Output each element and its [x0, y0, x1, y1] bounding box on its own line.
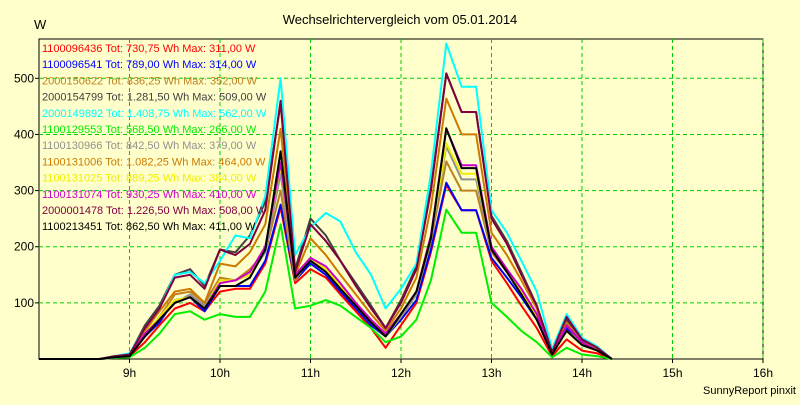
x-tick-label: 16h [753, 366, 773, 380]
legend-entry: 1100131074 Tot: 930,25 Wh Max: 410,00 W [42, 189, 257, 201]
series-group [39, 42, 613, 360]
x-tick-label: 13h [481, 366, 501, 380]
x-tick-label: 10h [210, 366, 230, 380]
x-tick-label: 15h [662, 366, 682, 380]
x-tick-label: 14h [572, 366, 592, 380]
y-tick-label: 300 [14, 184, 34, 198]
legend-entry: 2000154799 Tot: 1.281,50 Wh Max: 509,00 … [42, 92, 267, 104]
y-tick-label: 200 [14, 240, 34, 254]
series-line-1100129553 [39, 208, 613, 360]
series-line-2000001478 [39, 72, 613, 360]
y-tick-label: 100 [14, 296, 34, 310]
legend-entry: 1100096541 Tot: 789,00 Wh Max: 314,00 W [42, 59, 257, 71]
legend-entry: 2000149892 Tot: 1.408,75 Wh Max: 562,00 … [42, 108, 267, 120]
axis-labels: 9h 10h 11h 12h 13h 14h 15h 16h 100 200 300 400 500 [14, 71, 773, 380]
x-tick-label: 12h [391, 366, 411, 380]
legend-entry: 1100096436 Tot: 730,75 Wh Max: 311,00 W [42, 43, 256, 55]
y-axis-label: W [34, 17, 47, 32]
y-tick-label: 400 [14, 127, 34, 141]
footer-credit: SunnyReport pinxit [703, 385, 796, 397]
legend-entry: 1100130966 Tot: 842,50 Wh Max: 379,00 W [42, 140, 257, 152]
x-tick-label: 11h [301, 366, 320, 380]
y-tick-label: 500 [14, 71, 34, 85]
series-line-1100096436 [39, 184, 613, 360]
legend: 1100096436 Tot: 730,75 Wh Max: 311,00 W 1… [42, 43, 267, 233]
legend-entry: 1100131006 Tot: 1.082,25 Wh Max: 464,00 … [42, 156, 266, 168]
legend-entry: 2000150622 Tot: 836,25 Wh Max: 352,00 W [42, 75, 258, 87]
legend-entry: 1100213451 Tot: 862,50 Wh Max: 411,00 W [42, 221, 256, 233]
chart-title: Wechselrichtervergleich vom 05.01.2014 [283, 12, 518, 27]
legend-entry: 2000001478 Tot: 1.226,50 Wh Max: 508,00 … [42, 205, 267, 217]
series-line-1100213451 [39, 127, 613, 360]
x-tick-label: 9h [123, 366, 136, 380]
legend-entry: 1100129553 Tot: 568,50 Wh Max: 266,00 W [42, 124, 257, 136]
legend-entry: 1100131025 Tot: 889,25 Wh Max: 384,00 W [42, 173, 257, 185]
